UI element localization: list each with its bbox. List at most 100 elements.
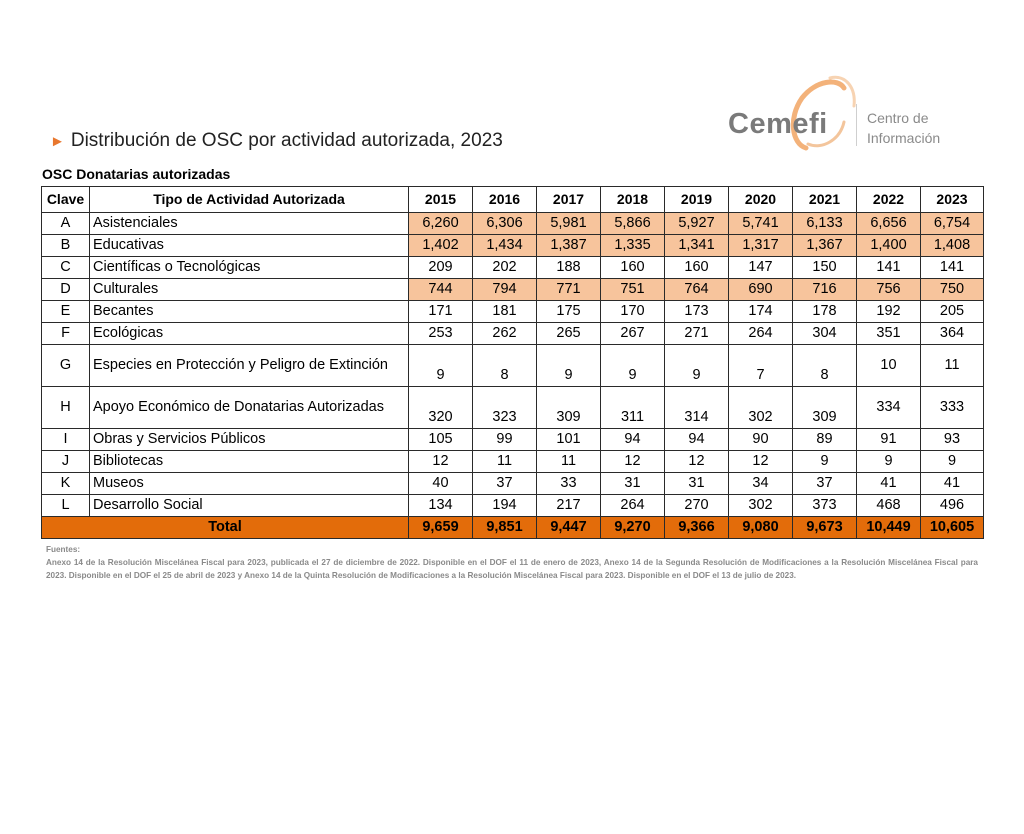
cell-value: 5,927 bbox=[664, 212, 729, 235]
cell-value: 8 bbox=[792, 344, 857, 387]
table-row: A Asistenciales 6,260 6,306 5,981 5,866 5,927 5… bbox=[41, 212, 984, 235]
cell-value: 253 bbox=[408, 322, 473, 345]
cell-activity-type: Científicas o Tecnológicas bbox=[89, 256, 409, 279]
table-row: G Especies en Protección y Peligro de Ext… bbox=[41, 344, 984, 387]
cell-value: 333 bbox=[920, 386, 984, 429]
cell-activity-type: Desarrollo Social bbox=[89, 494, 409, 517]
cell-activity-type: Educativas bbox=[89, 234, 409, 257]
cell-clave: C bbox=[41, 256, 90, 279]
cell-value: 202 bbox=[472, 256, 537, 279]
cell-clave: L bbox=[41, 494, 90, 517]
cell-value: 751 bbox=[600, 278, 665, 301]
cell-value: 794 bbox=[472, 278, 537, 301]
total-value: 9,447 bbox=[536, 516, 601, 539]
header-tipo: Tipo de Actividad Autorizada bbox=[89, 186, 409, 213]
header-year: 2021 bbox=[792, 186, 857, 213]
cell-value: 1,335 bbox=[600, 234, 665, 257]
page-title: ► Distribución de OSC por actividad autor… bbox=[50, 130, 503, 152]
logo-swoosh-icon bbox=[790, 75, 856, 151]
cell-value: 89 bbox=[792, 428, 857, 451]
cell-clave: H bbox=[41, 386, 90, 429]
cell-value: 160 bbox=[664, 256, 729, 279]
page-title-text: Distribución de OSC por actividad autori… bbox=[70, 130, 503, 151]
cell-value: 12 bbox=[664, 450, 729, 473]
cell-activity-type: Apoyo Económico de Donatarias Autorizada… bbox=[89, 386, 409, 429]
cell-value: 33 bbox=[536, 472, 601, 495]
cell-value: 12 bbox=[600, 450, 665, 473]
cell-clave: A bbox=[41, 212, 90, 235]
table-row: J Bibliotecas 12 11 11 12 12 12 9 9 9 bbox=[41, 450, 984, 473]
cell-clave: B bbox=[41, 234, 90, 257]
cell-value: 12 bbox=[728, 450, 793, 473]
cell-value: 5,866 bbox=[600, 212, 665, 235]
cell-value: 771 bbox=[536, 278, 601, 301]
table-row: K Museos 40 37 33 31 31 34 37 41 41 bbox=[41, 472, 984, 495]
cell-activity-type: Becantes bbox=[89, 300, 409, 323]
cell-value: 181 bbox=[472, 300, 537, 323]
cell-value: 37 bbox=[472, 472, 537, 495]
cell-value: 264 bbox=[728, 322, 793, 345]
cell-value: 1,408 bbox=[920, 234, 984, 257]
logo-line-1: Centro de bbox=[867, 110, 929, 126]
cell-value: 351 bbox=[856, 322, 921, 345]
total-value: 9,080 bbox=[728, 516, 793, 539]
sources-heading: Fuentes: bbox=[46, 545, 81, 554]
cell-value: 99 bbox=[472, 428, 537, 451]
header-year: 2016 bbox=[472, 186, 537, 213]
cell-value: 1,400 bbox=[856, 234, 921, 257]
table-row: C Científicas o Tecnológicas 209 202 188 160 1… bbox=[41, 256, 984, 279]
cell-value: 1,317 bbox=[728, 234, 793, 257]
cell-value: 171 bbox=[408, 300, 473, 323]
cell-value: 194 bbox=[472, 494, 537, 517]
cell-value: 9 bbox=[600, 344, 665, 387]
cell-value: 31 bbox=[600, 472, 665, 495]
table-row: B Educativas 1,402 1,434 1,387 1,335 1,341 1,31… bbox=[41, 234, 984, 257]
header-year: 2019 bbox=[664, 186, 729, 213]
header-year: 2015 bbox=[408, 186, 473, 213]
cell-value: 323 bbox=[472, 386, 537, 429]
cell-value: 11 bbox=[536, 450, 601, 473]
cell-value: 6,133 bbox=[792, 212, 857, 235]
cemefi-logo: Cemefi Centro de Información bbox=[726, 72, 956, 158]
cell-value: 188 bbox=[536, 256, 601, 279]
cell-value: 94 bbox=[600, 428, 665, 451]
activities-table: Clave Tipo de Actividad Autorizada 2015 … bbox=[41, 186, 984, 539]
cell-value: 264 bbox=[600, 494, 665, 517]
total-value: 9,270 bbox=[600, 516, 665, 539]
cell-value: 9 bbox=[792, 450, 857, 473]
cell-value: 302 bbox=[728, 494, 793, 517]
logo-line-2: Información bbox=[867, 130, 941, 146]
cell-value: 94 bbox=[664, 428, 729, 451]
cell-value: 496 bbox=[920, 494, 984, 517]
cell-value: 311 bbox=[600, 386, 665, 429]
cell-value: 41 bbox=[856, 472, 921, 495]
cell-value: 468 bbox=[856, 494, 921, 517]
logo-wordmark: Cemefi bbox=[728, 108, 828, 140]
table-row: L Desarrollo Social 134 194 217 264 270 302 373 4… bbox=[41, 494, 984, 517]
total-value: 9,366 bbox=[664, 516, 729, 539]
cell-clave: G bbox=[41, 344, 90, 387]
table-caption: OSC Donatarias autorizadas bbox=[42, 166, 231, 182]
cell-value: 11 bbox=[472, 450, 537, 473]
cell-value: 40 bbox=[408, 472, 473, 495]
cell-value: 10 bbox=[856, 344, 921, 387]
cell-clave: K bbox=[41, 472, 90, 495]
cell-value: 309 bbox=[792, 386, 857, 429]
triangle-bullet-icon: ► bbox=[50, 133, 65, 150]
table-row: D Culturales 744 794 771 751 764 690 716 756 750 bbox=[41, 278, 984, 301]
cell-value: 105 bbox=[408, 428, 473, 451]
cell-activity-type: Ecológicas bbox=[89, 322, 409, 345]
cell-activity-type: Culturales bbox=[89, 278, 409, 301]
cell-value: 309 bbox=[536, 386, 601, 429]
cell-value: 304 bbox=[792, 322, 857, 345]
cell-value: 217 bbox=[536, 494, 601, 517]
cell-value: 270 bbox=[664, 494, 729, 517]
cell-clave: D bbox=[41, 278, 90, 301]
header-year: 2020 bbox=[728, 186, 793, 213]
logo-divider bbox=[856, 104, 857, 146]
total-value: 9,851 bbox=[472, 516, 537, 539]
cell-value: 174 bbox=[728, 300, 793, 323]
cell-value: 41 bbox=[920, 472, 984, 495]
cell-value: 209 bbox=[408, 256, 473, 279]
cell-value: 141 bbox=[856, 256, 921, 279]
